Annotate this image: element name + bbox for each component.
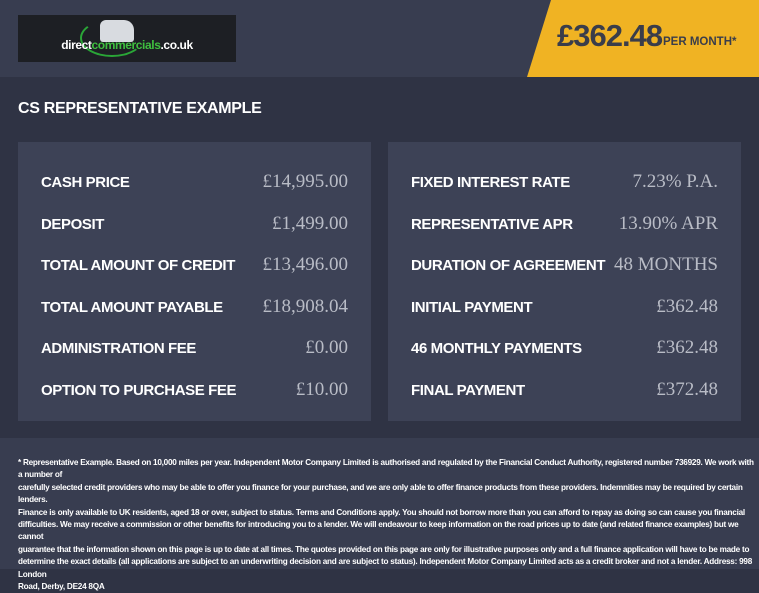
finance-value: 13.90% APR (618, 212, 718, 234)
finance-label: OPTION TO PURCHASE FEE (41, 381, 237, 399)
finance-value: £13,496.00 (262, 254, 349, 275)
footer-disclaimer: * Representative Example. Based on 10,00… (0, 438, 759, 591)
monthly-price: £362.48 (557, 18, 663, 53)
finance-row: TOTAL AMOUNT OF CREDIT £13,496.00 (41, 254, 348, 276)
finance-value: £362.48 (656, 337, 718, 358)
header: directcommercials.co.uk £362.48 PER MONT… (0, 0, 759, 77)
finance-row: REPRESENTATIVE APR 13.90% APR (411, 213, 718, 235)
finance-row: FINAL PAYMENT £372.48 (411, 379, 718, 401)
finance-label: INITIAL PAYMENT (411, 298, 533, 316)
directcommercials-logo[interactable]: directcommercials.co.uk (18, 15, 236, 62)
finance-panel-right: FIXED INTEREST RATE 7.23% P.A. REPRESENTAT… (388, 142, 741, 421)
finance-panel-left: CASH PRICE £14,995.00 DEPOSIT £1,499.00 TOTA… (18, 142, 371, 421)
section-title: CS REPRESENTATIVE EXAMPLE (18, 100, 262, 117)
finance-row: CASH PRICE £14,995.00 (41, 171, 348, 193)
finance-row: TOTAL AMOUNT PAYABLE £18,908.04 (41, 296, 348, 318)
finance-label: FIXED INTEREST RATE (411, 174, 570, 191)
finance-label: DURATION OF AGREEMENT (411, 257, 606, 274)
finance-row: DEPOSIT £1,499.00 (41, 213, 348, 235)
finance-value: £0.00 (305, 337, 348, 358)
finance-label: TOTAL AMOUNT PAYABLE (41, 298, 223, 316)
finance-row: 46 MONTHLY PAYMENTS £362.48 (411, 337, 718, 359)
disclaimer-line: * Representative Example. Based on 10,00… (18, 458, 754, 480)
finance-row: OPTION TO PURCHASE FEE £10.00 (41, 379, 348, 401)
disclaimer-line: Road, Derby, DE24 8QA (18, 582, 105, 592)
disclaimer-line: guarantee that the information shown on … (18, 544, 750, 554)
van-icon (100, 20, 134, 42)
finance-value: £10.00 (295, 378, 348, 400)
finance-value: 7.23% P.A. (632, 171, 718, 192)
finance-row: INITIAL PAYMENT £362.48 (411, 296, 718, 318)
finance-row: DURATION OF AGREEMENT 48 MONTHS (411, 254, 718, 276)
finance-label: CASH PRICE (41, 174, 130, 191)
finance-value: £362.48 (656, 295, 718, 317)
finance-label: DEPOSIT (41, 215, 105, 233)
finance-row: FIXED INTEREST RATE 7.23% P.A. (411, 171, 718, 193)
finance-value: £18,908.04 (262, 295, 349, 317)
finance-label: REPRESENTATIVE APR (411, 215, 573, 233)
disclaimer-line: difficulties. We may receive a commissio… (18, 520, 739, 542)
per-month-label: PER MONTH* (663, 36, 737, 48)
finance-value: £1,499.00 (272, 212, 348, 234)
finance-label: 46 MONTHLY PAYMENTS (411, 340, 582, 357)
finance-label: TOTAL AMOUNT OF CREDIT (41, 257, 235, 274)
finance-value: 48 MONTHS (614, 254, 718, 275)
finance-value: £14,995.00 (262, 171, 349, 192)
disclaimer-line: carefully selected credit providers who … (18, 482, 743, 505)
logo-swoosh-icon (80, 19, 144, 57)
disclaimer-line: Finance is only available to UK resident… (18, 507, 745, 517)
finance-value: £372.48 (656, 378, 718, 400)
finance-row: ADMINISTRATION FEE £0.00 (41, 337, 348, 359)
logo-text: directcommercials.co.uk (61, 37, 193, 52)
finance-label: ADMINISTRATION FEE (41, 340, 197, 357)
monthly-price-badge: £362.48 PER MONTH* (527, 0, 759, 77)
disclaimer-text: * Representative Example. Based on 10,00… (18, 457, 759, 593)
finance-label: FINAL PAYMENT (411, 381, 525, 399)
